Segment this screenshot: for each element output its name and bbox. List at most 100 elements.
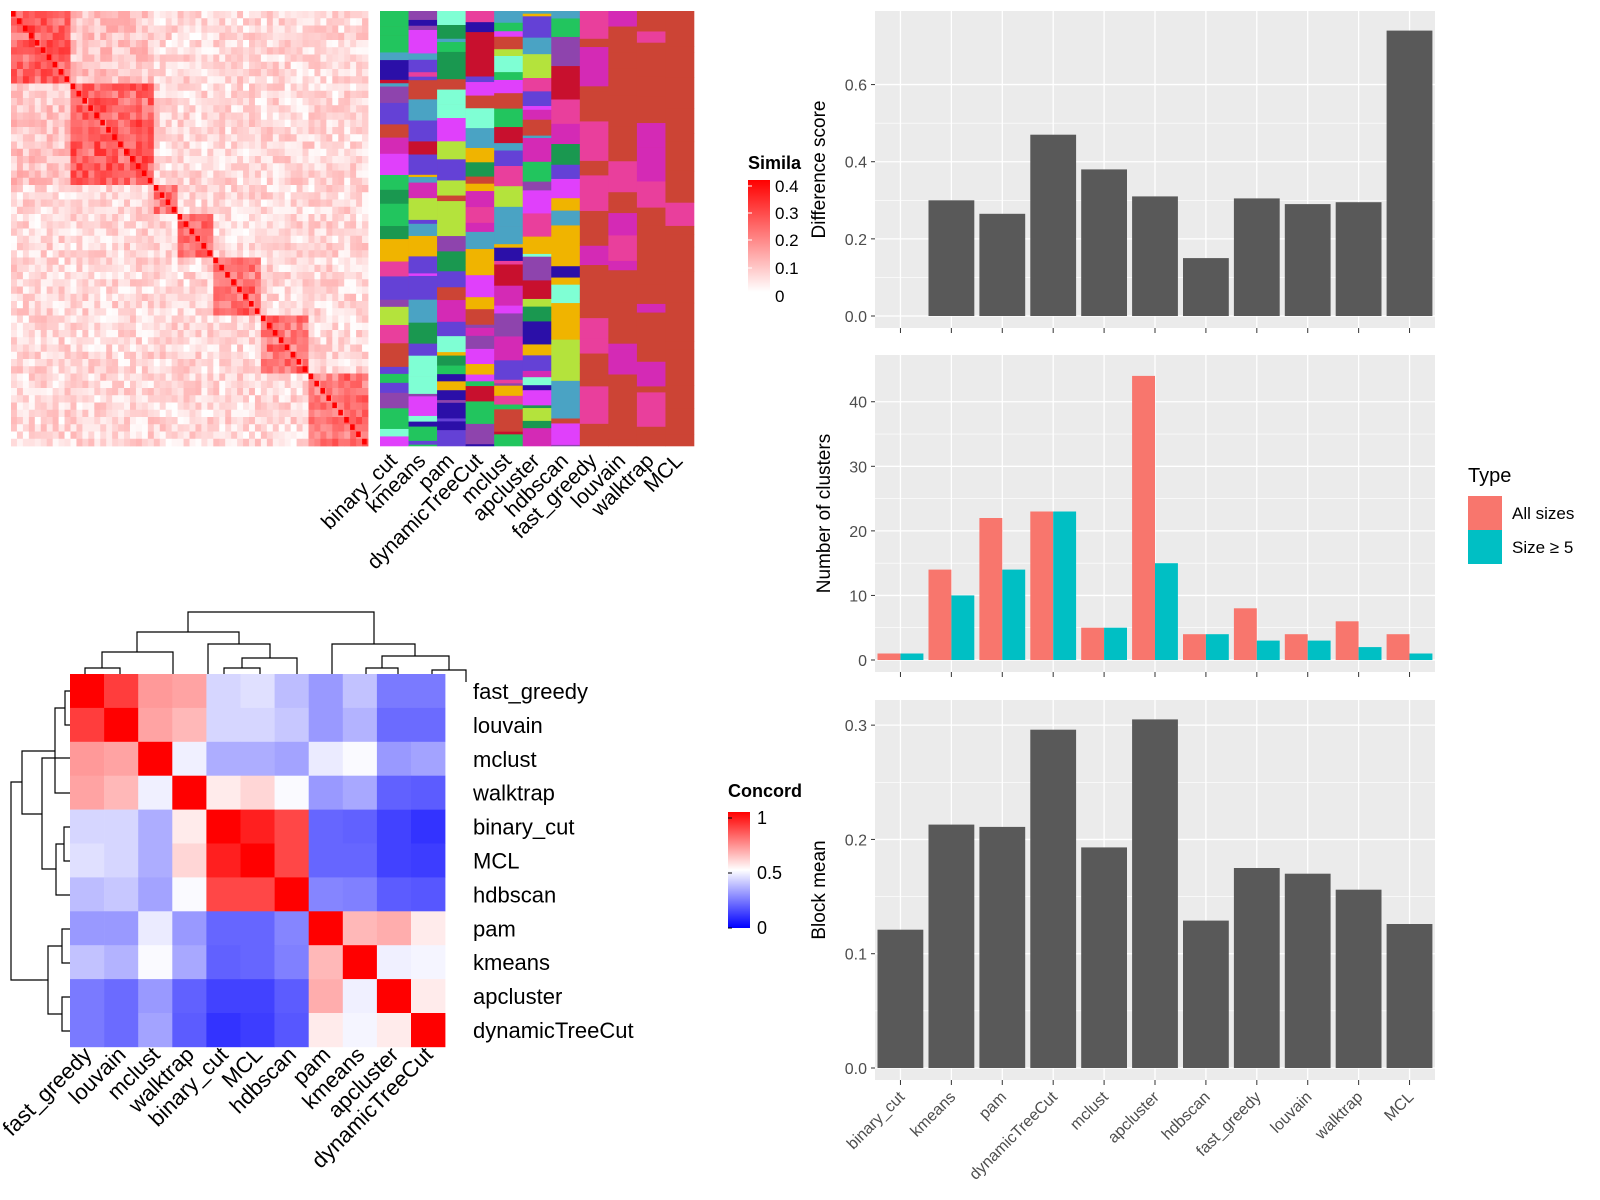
similarity-cell bbox=[266, 18, 274, 26]
similarity-cell bbox=[118, 351, 125, 360]
similarity-cell bbox=[314, 32, 321, 41]
similarity-cell bbox=[52, 170, 59, 179]
similarity-cell bbox=[130, 206, 137, 215]
similarity-cell bbox=[88, 98, 95, 106]
similarity-cell bbox=[231, 18, 238, 26]
similarity-cell bbox=[106, 199, 113, 208]
similarity-cell bbox=[11, 112, 18, 121]
similarity-cell bbox=[76, 337, 83, 345]
similarity-cell bbox=[195, 156, 202, 164]
concordance-cell bbox=[274, 707, 309, 743]
similarity-cell bbox=[46, 308, 54, 316]
similarity-cell bbox=[124, 330, 131, 338]
similarity-cell bbox=[189, 163, 196, 171]
method-annotation-cell bbox=[579, 91, 609, 122]
bar bbox=[1233, 198, 1280, 316]
similarity-diagonal-cell bbox=[356, 431, 361, 438]
similarity-cell bbox=[34, 127, 42, 135]
similarity-cell bbox=[58, 214, 65, 222]
similarity-cell bbox=[249, 40, 256, 48]
similarity-cell bbox=[124, 25, 131, 34]
similarity-cell bbox=[52, 424, 59, 432]
similarity-cell bbox=[16, 199, 24, 208]
similarity-cell bbox=[130, 315, 137, 324]
similarity-cell bbox=[171, 163, 178, 171]
similarity-cell bbox=[356, 330, 363, 338]
similarity-cell bbox=[118, 134, 125, 142]
similarity-cell bbox=[201, 337, 208, 345]
similarity-cell bbox=[338, 40, 345, 48]
similarity-cell bbox=[260, 105, 268, 113]
similarity-cell bbox=[46, 40, 54, 48]
similarity-cell bbox=[356, 235, 363, 244]
method-annotation-cell bbox=[465, 386, 495, 402]
similarity-cell bbox=[272, 199, 280, 208]
similarity-cell bbox=[76, 192, 83, 200]
similarity-cell bbox=[231, 141, 238, 150]
similarity-cell bbox=[171, 69, 178, 77]
similarity-cell bbox=[82, 301, 89, 309]
similarity-cell bbox=[266, 112, 274, 121]
similarity-cell bbox=[207, 293, 214, 302]
similarity-cell bbox=[171, 61, 178, 70]
similarity-diagonal-cell bbox=[266, 322, 272, 329]
similarity-cell bbox=[153, 192, 161, 200]
similarity-cell bbox=[153, 119, 161, 128]
similarity-cell bbox=[112, 279, 119, 287]
similarity-cell bbox=[320, 76, 327, 84]
similarity-cell bbox=[58, 141, 65, 150]
similarity-cell bbox=[219, 424, 226, 432]
similarity-cell bbox=[46, 76, 54, 84]
similarity-cell bbox=[159, 61, 167, 70]
similarity-cell bbox=[332, 359, 339, 367]
bar bbox=[1335, 889, 1382, 1068]
similarity-cell bbox=[189, 380, 196, 389]
similarity-cell bbox=[171, 351, 178, 360]
similarity-cell bbox=[266, 61, 274, 70]
similarity-cell bbox=[201, 105, 208, 113]
method-annotation-cell bbox=[465, 82, 495, 96]
similarity-cell bbox=[290, 32, 297, 41]
method-annotation-cell bbox=[408, 174, 438, 178]
similarity-cell bbox=[171, 54, 178, 63]
similarity-cell bbox=[320, 438, 327, 447]
similarity-cell bbox=[350, 148, 357, 157]
similarity-cell bbox=[171, 221, 178, 229]
similarity-cell bbox=[112, 156, 119, 164]
similarity-cell bbox=[207, 235, 214, 244]
similarity-cell bbox=[332, 18, 339, 26]
similarity-cell bbox=[225, 90, 232, 99]
similarity-cell bbox=[237, 163, 244, 171]
similarity-cell bbox=[350, 264, 357, 273]
similarity-cell bbox=[141, 322, 149, 331]
similarity-cell bbox=[76, 134, 83, 142]
similarity-cell bbox=[272, 214, 280, 222]
similarity-cell bbox=[201, 61, 208, 70]
similarity-cell bbox=[362, 18, 369, 26]
similarity-cell bbox=[195, 438, 202, 447]
similarity-cell bbox=[22, 156, 30, 164]
similarity-legend-colorbar bbox=[748, 180, 770, 292]
similarity-cell bbox=[88, 127, 95, 135]
similarity-cell bbox=[189, 76, 196, 84]
similarity-cell bbox=[231, 98, 238, 106]
similarity-cell bbox=[308, 308, 315, 316]
similarity-cell bbox=[22, 373, 30, 382]
similarity-cell bbox=[112, 417, 119, 425]
concordance-cell bbox=[240, 741, 275, 776]
similarity-cell bbox=[272, 98, 280, 106]
similarity-cell bbox=[28, 11, 36, 19]
similarity-cell bbox=[249, 170, 256, 179]
method-annotation-cell bbox=[636, 42, 666, 77]
similarity-cell bbox=[290, 90, 297, 99]
similarity-cell bbox=[124, 214, 131, 222]
similarity-cell bbox=[183, 264, 190, 273]
similarity-cell bbox=[249, 373, 256, 382]
similarity-cell bbox=[320, 235, 327, 244]
similarity-cell bbox=[189, 112, 196, 121]
similarity-cell bbox=[135, 286, 143, 295]
similarity-cell bbox=[350, 11, 357, 19]
similarity-cell bbox=[118, 105, 125, 113]
similarity-cell bbox=[94, 148, 101, 157]
y-tick-label: 0.2 bbox=[845, 232, 867, 249]
